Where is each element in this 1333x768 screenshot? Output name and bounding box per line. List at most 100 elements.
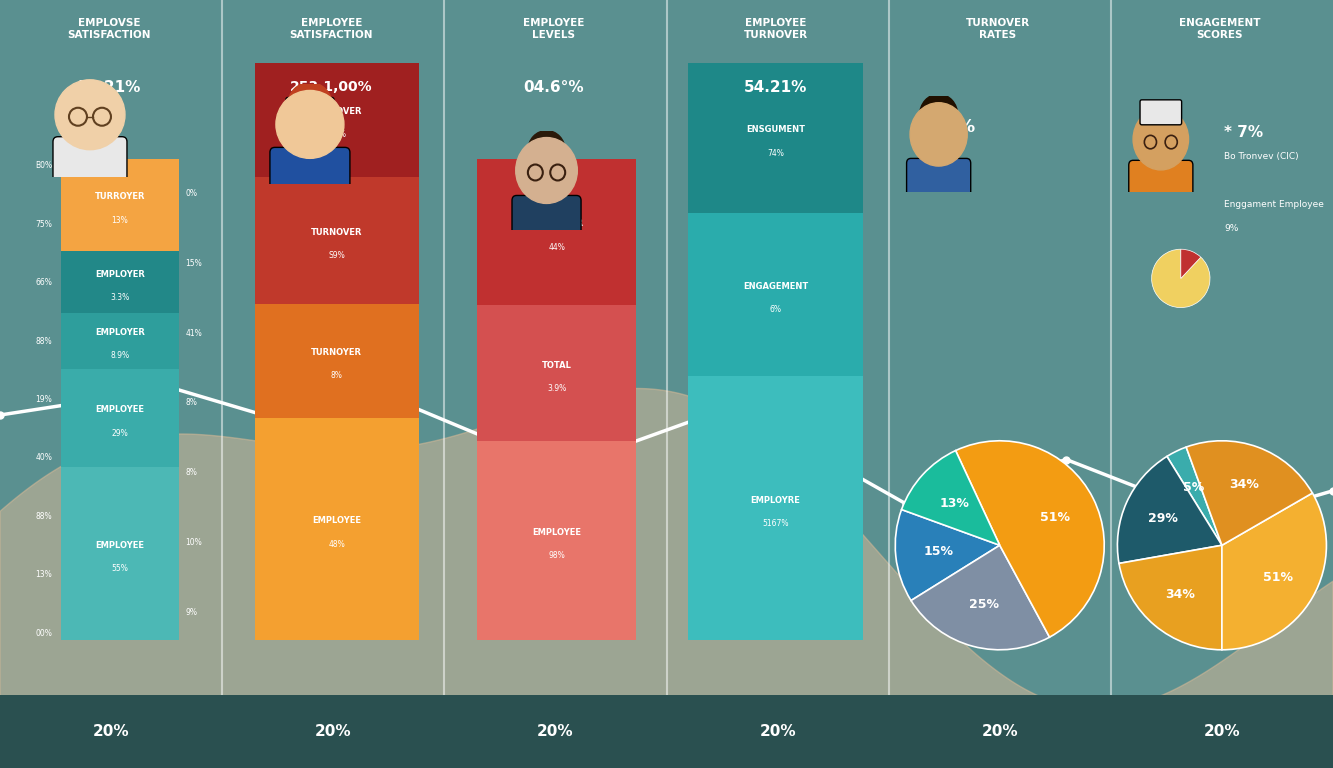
Bar — [255, 418, 419, 640]
Text: 66%: 66% — [36, 278, 52, 287]
Text: 3.3%: 3.3% — [111, 293, 129, 302]
Text: 44%: 44% — [548, 243, 565, 252]
Text: EMPLOYEE
TURNOVER: EMPLOYEE TURNOVER — [744, 18, 808, 40]
Text: 20%: 20% — [981, 724, 1018, 740]
Text: 9%: 9% — [185, 608, 197, 617]
Wedge shape — [1181, 250, 1201, 279]
Text: 9%: 9% — [1224, 224, 1238, 233]
Text: 51%: 51% — [1262, 571, 1293, 584]
Wedge shape — [1152, 250, 1210, 307]
Text: TOTAL: TOTAL — [541, 361, 572, 369]
Circle shape — [516, 137, 577, 204]
Text: Enggament Employee: Enggament Employee — [1224, 200, 1324, 209]
Text: 74%: 74% — [768, 148, 784, 157]
Text: 29%: 29% — [1148, 512, 1178, 525]
FancyBboxPatch shape — [1129, 161, 1193, 197]
Bar — [0, 695, 1333, 768]
Text: 98%: 98% — [548, 551, 565, 561]
Bar — [688, 214, 862, 376]
Text: 13%: 13% — [112, 216, 128, 225]
Text: ENGAGEMENT
SCORES: ENGAGEMENT SCORES — [1180, 18, 1261, 40]
Text: 20%: 20% — [93, 724, 129, 740]
Text: 3.9%: 3.9% — [547, 384, 567, 393]
Text: EMPLOYER: EMPLOYER — [95, 328, 145, 337]
Text: 8.9%: 8.9% — [111, 352, 129, 360]
Wedge shape — [901, 451, 1000, 545]
Text: 20%: 20% — [1204, 724, 1240, 740]
Text: TURROYER: TURROYER — [95, 193, 145, 201]
Text: EMPLOVSE
SATISFACTION: EMPLOVSE SATISFACTION — [68, 18, 151, 40]
Text: 48%: 48% — [328, 540, 345, 548]
Text: EMPLOYER: EMPLOYER — [95, 270, 145, 279]
Circle shape — [910, 103, 968, 166]
Text: 19%: 19% — [36, 395, 52, 404]
Text: TURNOITER: TURNOITER — [529, 220, 584, 228]
Text: ENSGUMENT: ENSGUMENT — [746, 125, 805, 134]
Text: 253.1,00%: 253.1,00% — [291, 80, 372, 94]
Text: 10%: 10% — [185, 538, 203, 547]
Wedge shape — [896, 509, 1000, 601]
Circle shape — [288, 82, 332, 127]
Text: 34%: 34% — [1229, 478, 1258, 491]
Text: 25%: 25% — [969, 598, 998, 611]
Text: 53,21%: 53,21% — [77, 80, 141, 95]
Circle shape — [1133, 108, 1189, 170]
Text: TURNOVER: TURNOVER — [311, 227, 363, 237]
Text: 55%: 55% — [112, 564, 128, 574]
Text: 6%: 6% — [769, 306, 781, 315]
Wedge shape — [1117, 456, 1222, 564]
Bar — [61, 369, 179, 468]
Wedge shape — [1186, 441, 1313, 545]
FancyBboxPatch shape — [269, 147, 349, 189]
Circle shape — [276, 91, 344, 158]
Bar — [61, 313, 179, 369]
Circle shape — [55, 80, 125, 150]
Text: 8%: 8% — [185, 468, 197, 477]
Wedge shape — [956, 441, 1104, 637]
Text: 5167%: 5167% — [762, 519, 789, 528]
Text: EMPLOYEE: EMPLOYEE — [96, 406, 144, 414]
Text: 13%: 13% — [36, 571, 52, 579]
Text: EMPLOYRE: EMPLOYRE — [750, 495, 801, 505]
Text: 20%: 20% — [537, 724, 573, 740]
Text: 04.6°%: 04.6°% — [523, 80, 584, 95]
Wedge shape — [1118, 545, 1222, 650]
Wedge shape — [910, 545, 1049, 650]
Text: 34%: 34% — [1165, 588, 1196, 601]
Text: 88%: 88% — [36, 511, 52, 521]
Text: 8%: 8% — [331, 372, 343, 380]
Text: S9%: S9% — [328, 251, 345, 260]
Circle shape — [920, 94, 957, 137]
Text: 13%: 13% — [940, 497, 969, 510]
FancyBboxPatch shape — [285, 98, 335, 131]
Bar — [255, 304, 419, 418]
FancyBboxPatch shape — [1140, 100, 1181, 124]
Text: EMPLOYEE: EMPLOYEE — [312, 516, 361, 525]
Text: * 7%: * 7% — [1224, 124, 1264, 140]
Bar — [255, 177, 419, 304]
Text: Bo Tronvev (ClC): Bo Tronvev (ClC) — [1224, 152, 1298, 161]
Text: 00%: 00% — [36, 629, 52, 637]
Bar — [477, 306, 636, 442]
Bar — [688, 63, 862, 214]
Text: 29%: 29% — [112, 429, 128, 438]
Text: '43%: '43% — [327, 131, 347, 140]
Text: 8%: 8% — [185, 399, 197, 407]
Bar — [61, 159, 179, 251]
Bar — [688, 376, 862, 640]
FancyBboxPatch shape — [512, 196, 581, 236]
Bar — [61, 251, 179, 313]
Wedge shape — [1166, 447, 1222, 545]
Text: TURNOVER
RATES: TURNOVER RATES — [965, 18, 1030, 40]
Text: B0%: B0% — [35, 161, 52, 170]
Text: EMPLOYEE: EMPLOYEE — [96, 541, 144, 550]
FancyBboxPatch shape — [53, 137, 127, 181]
Text: 88%: 88% — [36, 336, 52, 346]
Text: 0%: 0% — [185, 189, 197, 198]
Text: TURNOYER: TURNOYER — [311, 348, 363, 357]
Text: 20%: 20% — [760, 724, 796, 740]
Text: EMPLOYEE
SATISFACTION: EMPLOYEE SATISFACTION — [289, 18, 373, 40]
Text: EMPLOYEE: EMPLOYEE — [532, 528, 581, 537]
Text: TURNOVER: TURNOVER — [311, 107, 363, 116]
Text: 15%: 15% — [924, 545, 953, 558]
